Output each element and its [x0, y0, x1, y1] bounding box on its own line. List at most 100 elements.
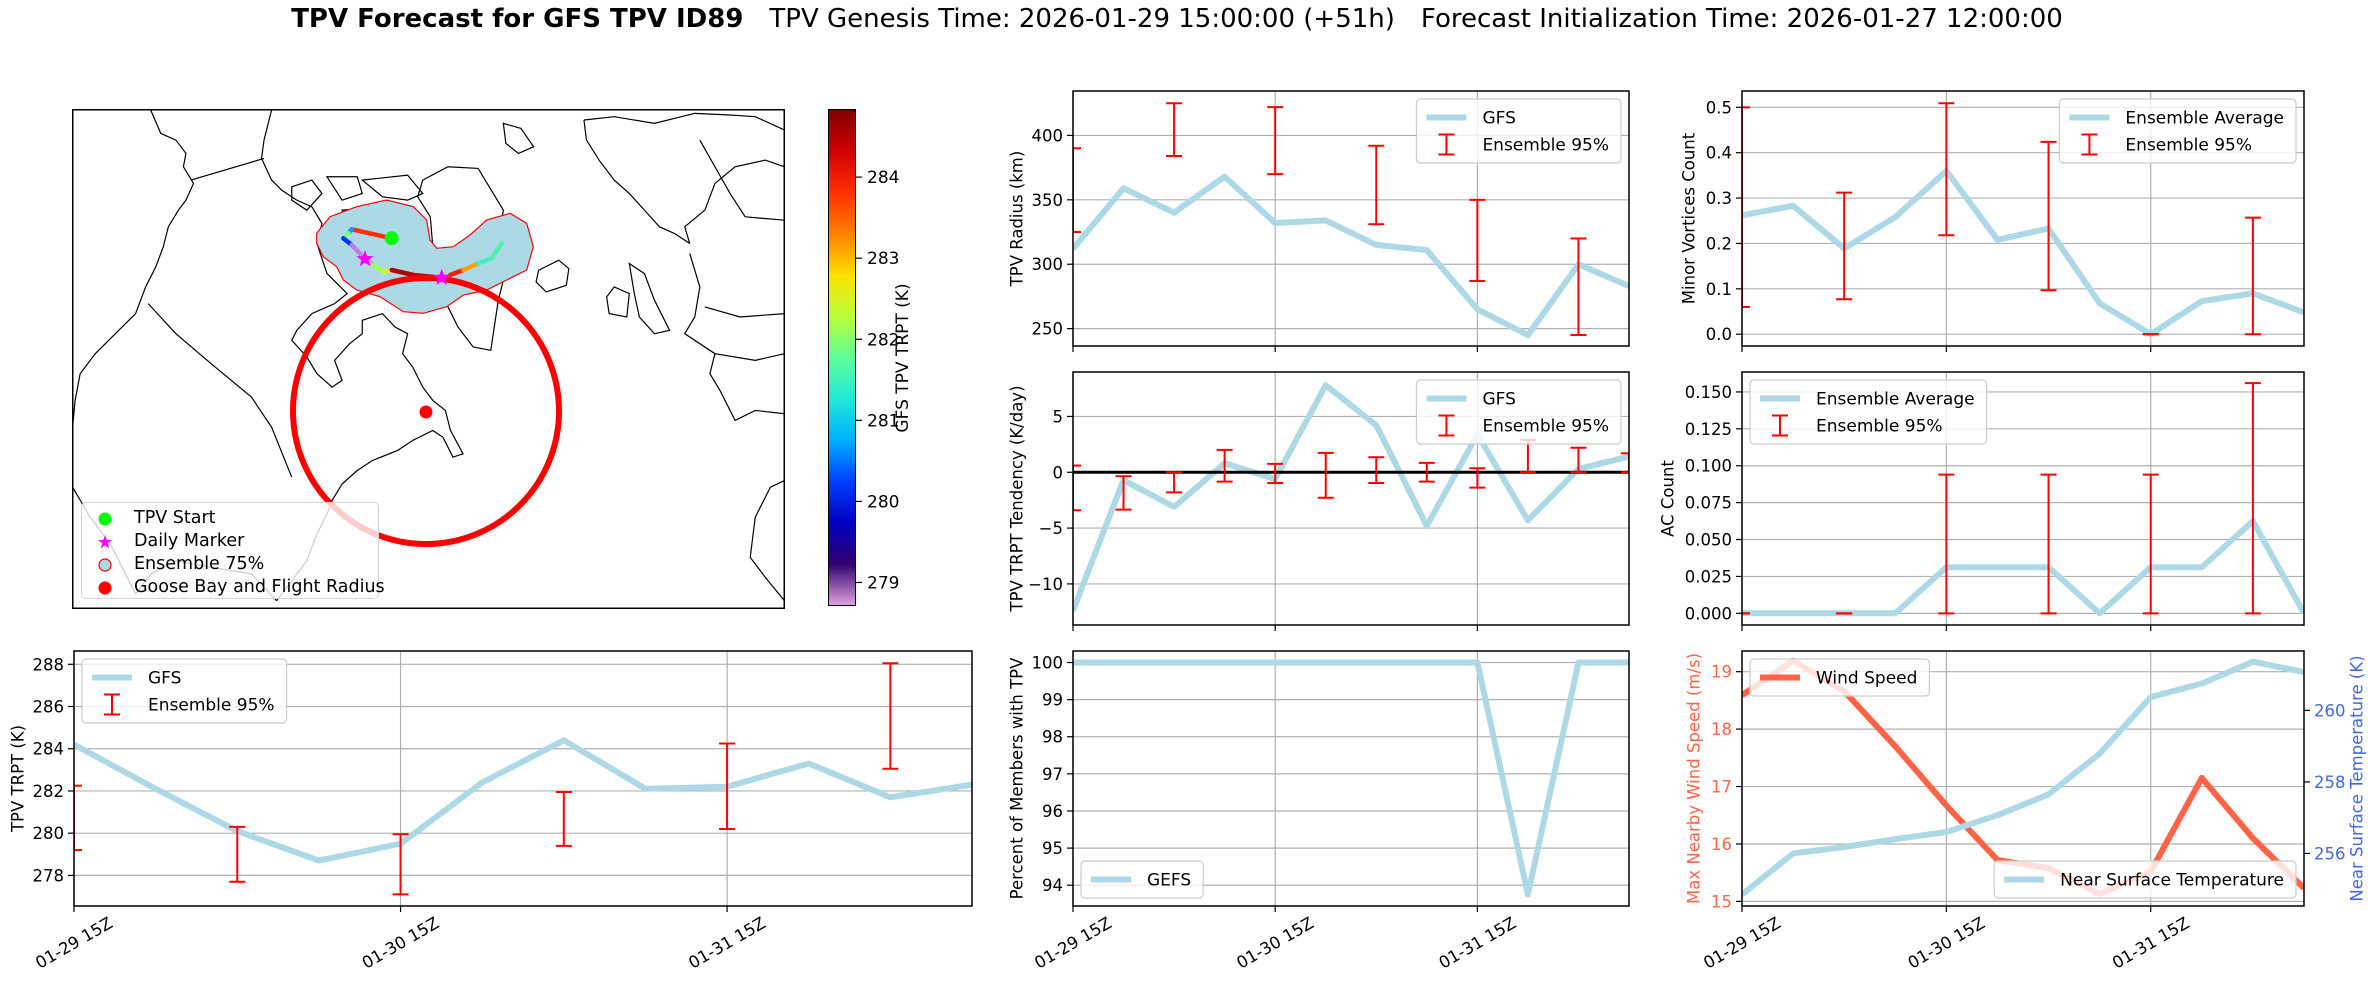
plot-area [74, 662, 972, 896]
y-tick-label: 0.4 [1706, 144, 1732, 163]
legend-label: Ensemble Average [1816, 390, 1975, 410]
track-segment [489, 241, 504, 261]
y-tick-label: 0 [1053, 463, 1064, 482]
legend-item-ensemble-75: Ensemble 75% [82, 553, 378, 577]
y-tick-label: −10 [1028, 575, 1063, 594]
errorbar [229, 825, 246, 883]
y-tick-label: 284 [33, 740, 65, 759]
y-tick-label: 400 [1032, 126, 1064, 145]
axes-frame [1741, 650, 2305, 907]
y-tick-label: 0.000 [1685, 604, 1732, 623]
y-tick-label: 0.100 [1685, 457, 1732, 476]
legend-label: GEFS [1147, 871, 1191, 891]
y-tick-label: 286 [33, 698, 65, 717]
y-tick-label: 282 [33, 782, 65, 801]
errorbar [1368, 456, 1385, 484]
legend-frame [1080, 860, 1204, 899]
errorbar [1317, 451, 1334, 499]
trpt-chart: 01-29 15Z 01-30 15Z 01-31 15Z 278 280 282 284 2… [9, 650, 973, 973]
flight-radius-circle [290, 275, 562, 547]
colorbar [828, 109, 856, 606]
y-tick-label: 98 [1042, 728, 1063, 747]
errorbar [1166, 471, 1183, 494]
y-tick-label: 278 [33, 866, 65, 885]
x-tick-label: 01-30 15Z [1905, 913, 1989, 972]
percent-chart: 01-29 15Z 01-30 15Z 01-31 15Z 94 95 96 97 98 99 1… [1008, 650, 1630, 973]
y-tick-label: 0.0 [1706, 325, 1732, 344]
y-tick-label: 19 [1711, 663, 1732, 682]
errorbar [1469, 467, 1486, 489]
colorbar-tick-label: 284 [867, 168, 899, 188]
ac-chart: 0.000 0.025 0.050 0.075 0.100 0.125 0.150 AC Co… [1659, 371, 2305, 631]
x-tick-label: 01-31 15Z [685, 913, 769, 972]
track-segment [389, 267, 416, 278]
y-tick-label: 15 [1711, 892, 1732, 911]
errorbar [1418, 461, 1435, 483]
errorbar [555, 791, 572, 847]
axes-frame [1741, 90, 2305, 347]
title-genesis-time: TPV Genesis Time: 2026-01-29 15:00:00 (+… [769, 4, 1395, 34]
legend-label: Ensemble 95% [1816, 417, 1943, 437]
x-tick-label: 01-29 15Z [1031, 913, 1115, 972]
errorbar [719, 742, 736, 830]
series-line-gefs [1073, 659, 1629, 898]
errorbar [1073, 147, 1081, 234]
x-tick-label: 01-31 15Z [1436, 913, 1520, 972]
errorbar [1570, 237, 1587, 337]
legend-item-tpv-start: TPV Start [82, 507, 378, 531]
legend-label: GFS [1482, 109, 1515, 129]
red-circle-icon [98, 581, 112, 595]
plot-area [1073, 659, 1629, 898]
errorbar [1115, 475, 1132, 511]
y-axis-label: TPV TRPT Tendency (K/day) [1008, 385, 1027, 612]
plot-area [1742, 102, 2304, 338]
y-tick-label: 95 [1042, 839, 1063, 858]
colorbar-tick-label: 280 [867, 492, 899, 512]
x-tick-label: 01-29 15Z [32, 913, 116, 972]
tendency-chart: −10 −5 0 5 TPV TRPT Tendency (K/day) GFS Ensem… [1008, 371, 1630, 631]
legend-errorbar-icon [104, 693, 120, 716]
errorbar [2142, 473, 2159, 615]
errorbar [74, 784, 82, 852]
y-tick-label: 99 [1042, 691, 1063, 710]
plot-area [1742, 382, 2304, 617]
legend-item-daily-marker: Daily Marker [82, 530, 378, 554]
errorbar [2244, 216, 2261, 336]
title-main: TPV Forecast for GFS TPV ID89 [291, 4, 744, 34]
map-frame [72, 109, 785, 609]
daily-marker-star [356, 250, 374, 267]
wind-chart: 01-29 15Z 01-30 15Z 01-31 15Z 15 16 17 18 19 Max… [1685, 650, 2367, 973]
series-line-near-surface-temperature [1742, 658, 2304, 897]
y-tick-label: 0.050 [1685, 531, 1732, 550]
legend-label: Ensemble Average [2125, 109, 2284, 129]
x-tick-label: 01-31 15Z [2109, 913, 2193, 972]
y-tick-label: 0.1 [1706, 280, 1732, 299]
series-line-ensemble-average [1742, 518, 2304, 617]
outlined-circle-icon [98, 558, 112, 572]
errorbar [1519, 438, 1536, 474]
plot-area [1073, 102, 1629, 339]
legend-label: Goose Bay and Flight Radius [134, 577, 385, 597]
y-right-tick-label: 258 [2314, 773, 2346, 792]
series-line-ensemble-average [1742, 167, 2304, 338]
legend-label: Wind Speed [1816, 669, 1917, 689]
y-right-tick-label: 256 [2314, 844, 2346, 863]
radius-chart: 250 300 350 400 TPV Radius (km) GFS Ensemble 9… [1008, 90, 1630, 352]
legend-frame [81, 658, 288, 724]
y-tick-label: 288 [33, 655, 65, 674]
legend-label: Ensemble 95% [148, 696, 275, 716]
legend-frame [1993, 860, 2297, 899]
legend-frame [1415, 98, 1622, 164]
legend-errorbar-icon [2081, 133, 2098, 156]
legend-errorbar-icon [1772, 414, 1788, 437]
y-tick-label: 0.2 [1706, 234, 1732, 253]
errorbar [1216, 448, 1233, 483]
track-segment [447, 267, 466, 278]
x-tick-label: 01-30 15Z [1233, 913, 1317, 972]
y-tick-label: 5 [1053, 407, 1064, 426]
minor-chart: 0.0 0.1 0.2 0.3 0.4 0.5 Minor Vortices Count En… [1680, 90, 2305, 352]
magenta-star-icon [98, 535, 112, 549]
tpv-start-marker [384, 231, 399, 246]
legend-label: Near Surface Temperature [2060, 871, 2284, 891]
